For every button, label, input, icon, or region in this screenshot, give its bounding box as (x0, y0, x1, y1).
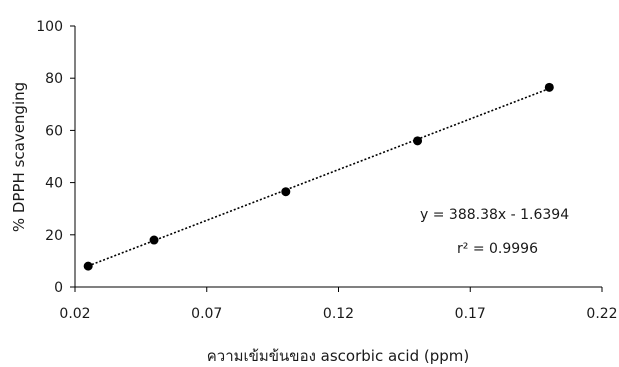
x-tick-label: 0.12 (323, 306, 354, 322)
x-axis: 0.02 0.07 0.12 0.17 0.22 (59, 286, 618, 322)
r-squared-label: r² = 0.9996 (457, 241, 538, 257)
x-tick-label: 0.02 (59, 306, 90, 322)
y-axis-title: % DPPH scavenging (10, 82, 28, 232)
y-tick-label: 60 (45, 123, 63, 139)
x-tick-label: 0.22 (586, 306, 617, 322)
x-axis-title: ความเข้มข้นของ ascorbic acid (ppm) (207, 347, 469, 365)
y-tick-label: 80 (45, 71, 63, 87)
y-axis: 0 20 40 60 80 100 (36, 19, 76, 296)
x-tick-label: 0.07 (191, 306, 222, 322)
data-point (83, 261, 93, 271)
trendline-equation: y = 388.38x - 1.6394 (420, 207, 569, 223)
data-point (413, 136, 423, 146)
data-points (83, 82, 554, 271)
data-point (281, 187, 291, 197)
y-tick-label: 40 (45, 176, 63, 192)
y-tick-labels: 0 20 40 60 80 100 (36, 19, 75, 296)
x-tick-label: 0.17 (455, 306, 486, 322)
y-tick-label: 20 (45, 228, 63, 244)
y-tick-label: 0 (54, 280, 63, 296)
data-point (544, 82, 554, 92)
y-tick-label: 100 (36, 19, 63, 35)
x-tick-labels: 0.02 0.07 0.12 0.17 0.22 (59, 287, 618, 322)
data-point (149, 235, 159, 245)
